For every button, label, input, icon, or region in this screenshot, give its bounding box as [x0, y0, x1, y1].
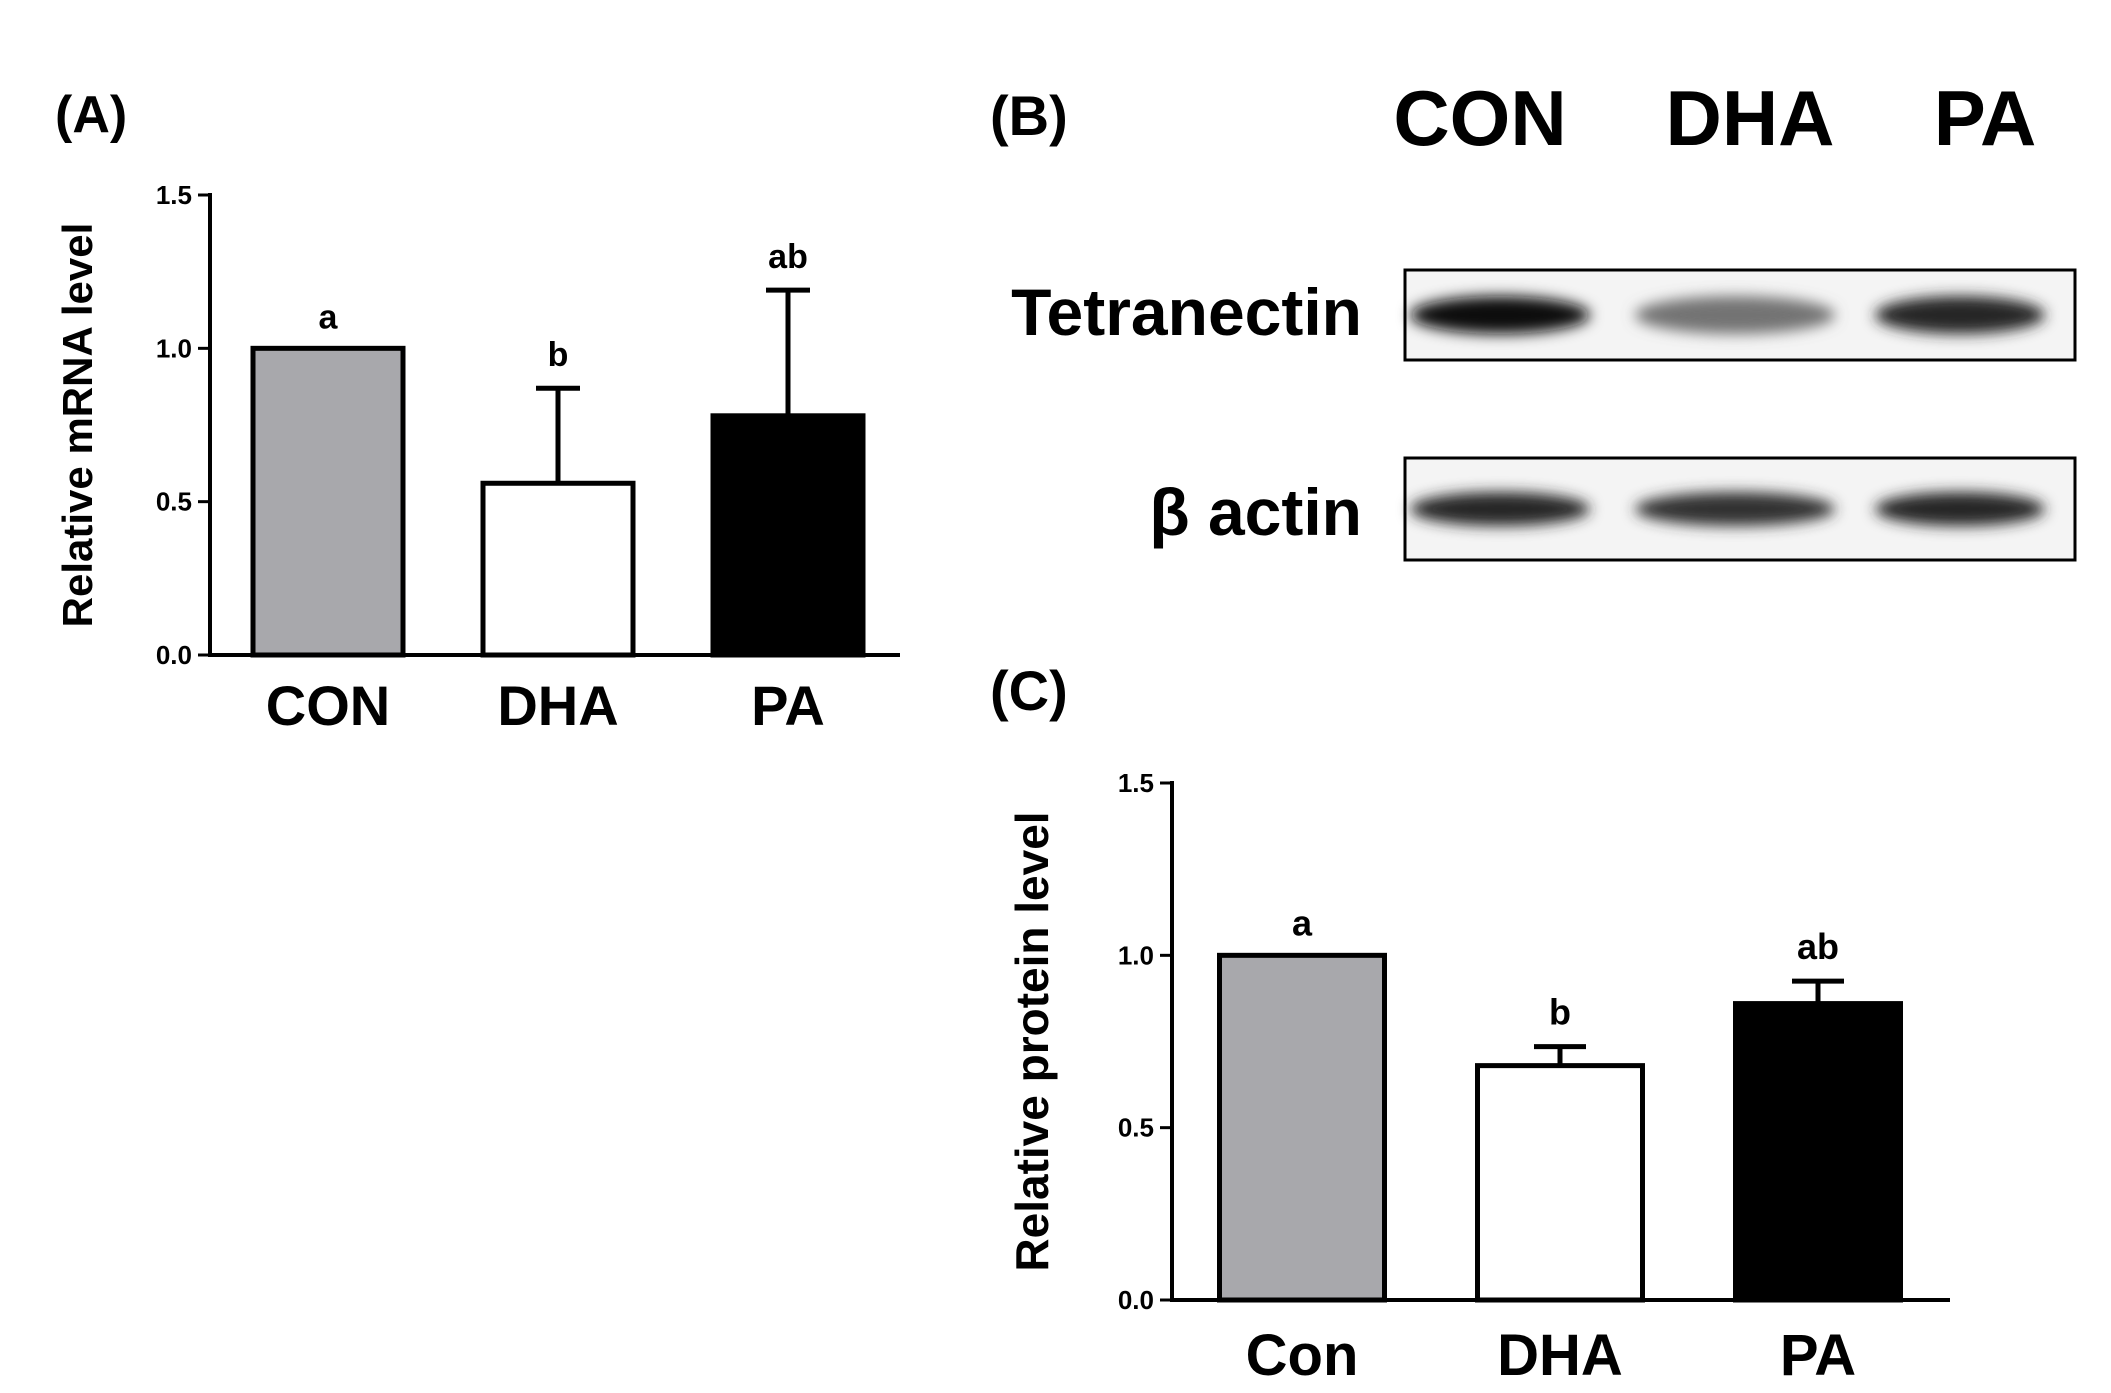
blot-band-row-0-lane-0: [1410, 296, 1590, 334]
bar-pa: [1733, 1001, 1903, 1303]
significance-label-pa: ab: [768, 238, 808, 276]
significance-label-dha: b: [548, 336, 569, 374]
bar-dha: [480, 480, 636, 658]
y-tick-label: 0.0: [1118, 1285, 1154, 1315]
blot-bands: [1403, 268, 2077, 562]
significance-label-pa: ab: [1797, 926, 1839, 967]
blot-band-row-1-lane-0: [1410, 492, 1590, 526]
y-tick-label: 1.5: [156, 180, 192, 210]
panel-a-label: (A): [55, 86, 127, 144]
blot-band-row-1-lane-1: [1635, 492, 1835, 526]
significance-label-dha: b: [1549, 992, 1571, 1033]
blot-lane-headers: CON DHA PA: [1393, 74, 2036, 162]
y-axis-title: Relative mRNA level: [54, 223, 101, 628]
blot-row-label-tetranectin: Tetranectin: [1011, 275, 1362, 349]
bar-pa: [710, 413, 866, 658]
y-tick-label: 0.0: [156, 640, 192, 670]
western-blot: CON DHA PA Tetranectin β actin: [1011, 74, 2077, 562]
chart-c-protein: 0.0 0.5 1.0 1.5 Relative protein level a Con b D…: [1006, 768, 1950, 1388]
significance-label-con: a: [319, 298, 339, 336]
significance-label-con: a: [1292, 902, 1313, 943]
category-label-pa: PA: [751, 674, 825, 737]
y-axis-title: Relative protein level: [1006, 811, 1058, 1271]
blot-band-row-1-lane-2: [1875, 492, 2045, 526]
y-tick-label: 1.0: [1118, 940, 1154, 970]
blot-band-row-0-lane-1: [1635, 296, 1835, 334]
category-label-con: CON: [266, 674, 390, 737]
category-label-dha: DHA: [1497, 1323, 1623, 1388]
y-tick-label: 1.0: [156, 333, 192, 363]
category-label-con: Con: [1246, 1323, 1359, 1388]
bar-con: [250, 345, 406, 658]
lane-label-con: CON: [1393, 74, 1566, 162]
y-tick-label: 0.5: [1118, 1113, 1154, 1143]
y-tick-label: 1.5: [1118, 768, 1154, 798]
lane-label-dha: DHA: [1666, 74, 1835, 162]
category-label-pa: PA: [1780, 1323, 1856, 1388]
category-label-dha: DHA: [497, 674, 618, 737]
bar-dha: [1475, 1063, 1645, 1303]
chart-a-mrna: 0.0 0.5 1.0 1.5 Relative mRNA level a CON b DHA a…: [54, 180, 900, 737]
bar-con: [1217, 952, 1387, 1303]
blot-band-row-0-lane-2: [1875, 296, 2045, 334]
blot-row-label-beta-actin: β actin: [1149, 475, 1362, 549]
panel-c-label: (C): [990, 659, 1068, 722]
lane-label-pa: PA: [1934, 74, 2037, 162]
panel-b-label: (B): [990, 84, 1068, 147]
y-tick-label: 0.5: [156, 487, 192, 517]
